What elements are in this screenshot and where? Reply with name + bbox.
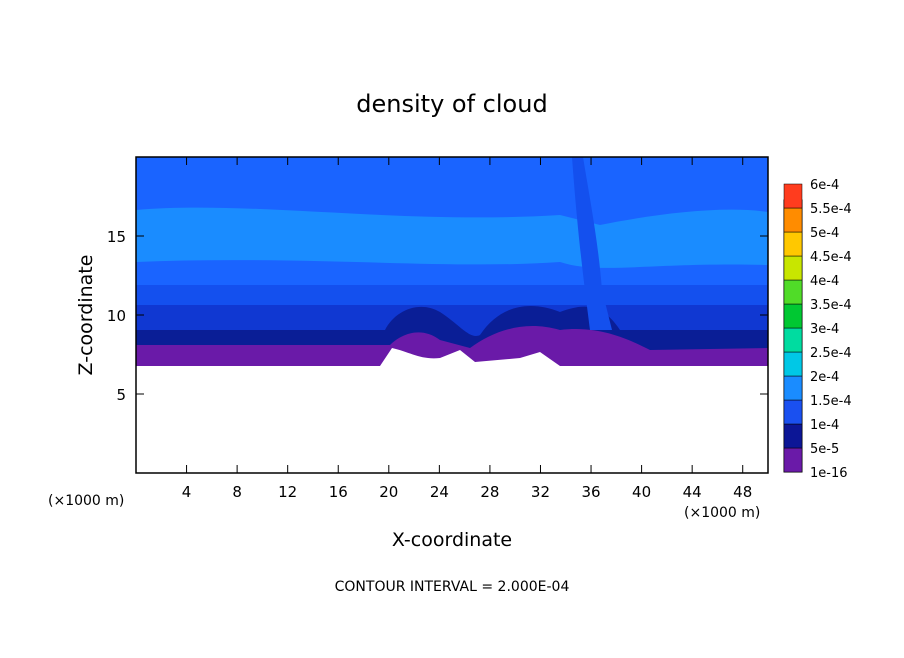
- colorbar-label: 4.5e-4: [810, 250, 852, 265]
- x-axis-label: X-coordinate: [392, 529, 512, 551]
- colorbar-label: 1e-16: [810, 466, 848, 481]
- x-tick-label: 28: [480, 483, 499, 501]
- x-tick-label: 20: [379, 483, 398, 501]
- x-tick-label: 48: [733, 483, 752, 501]
- x-unit: (×1000 m): [684, 505, 760, 521]
- y-tick-label: 15: [107, 228, 126, 246]
- x-tick-label: 4: [182, 483, 192, 501]
- annotation: CONTOUR INTERVAL = 2.000E-04: [335, 579, 570, 595]
- y-tick-label: 10: [107, 307, 126, 325]
- x-tick-label: 44: [683, 483, 702, 501]
- x-tick-label: 36: [581, 483, 600, 501]
- x-tick-label: 32: [531, 483, 550, 501]
- colorbar-label: 2.5e-4: [810, 346, 852, 361]
- colorbar-label: 5e-5: [810, 442, 839, 457]
- colorbar-swatch: [783, 255, 803, 281]
- colorbar-swatch: [783, 423, 803, 449]
- x-tick-label: 24: [430, 483, 449, 501]
- colorbar-label: 1.5e-4: [810, 394, 852, 409]
- colorbar-swatch: [783, 399, 803, 425]
- contour-field: [136, 157, 768, 473]
- colorbar-swatch: [783, 183, 803, 209]
- x-tick-label: 8: [232, 483, 242, 501]
- colorbar-label: 1e-4: [810, 418, 839, 433]
- colorbar-label: 6e-4: [810, 178, 839, 193]
- colorbar-swatch: [783, 327, 803, 353]
- chart-title: density of cloud: [356, 90, 547, 118]
- colorbar-label: 3.5e-4: [810, 298, 852, 313]
- colorbar-swatch: [783, 231, 803, 257]
- x-tick-label: 16: [329, 483, 348, 501]
- colorbar-swatch: [783, 303, 803, 329]
- colorbar-swatch: [783, 447, 803, 473]
- x-tick-label: 12: [278, 483, 297, 501]
- colorbar-swatch: [783, 375, 803, 401]
- colorbar-label: 5.5e-4: [810, 202, 852, 217]
- colorbar-swatch: [783, 207, 803, 233]
- colorbar-label: 2e-4: [810, 370, 839, 385]
- y-axis-label: Z-coordinate: [75, 255, 97, 376]
- colorbar-label: 4e-4: [810, 274, 839, 289]
- colorbar-label: 5e-4: [810, 226, 839, 241]
- colorbar-swatch: [783, 351, 803, 377]
- y-tick-label: 5: [116, 386, 126, 404]
- x-tick-label: 40: [632, 483, 651, 501]
- y-unit: (×1000 m): [48, 493, 124, 509]
- colorbar-label: 3e-4: [810, 322, 839, 337]
- colorbar-swatch: [783, 279, 803, 305]
